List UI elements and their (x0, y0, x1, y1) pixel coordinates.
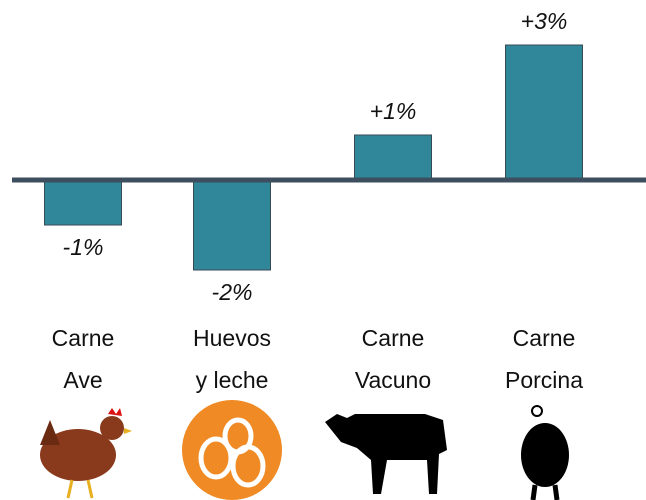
value-label: -1% (63, 234, 104, 260)
bar (193, 179, 271, 271)
bar (505, 44, 583, 181)
category-label: Carne Porcina (505, 325, 583, 393)
value-label: -2% (212, 279, 253, 305)
bar (354, 134, 432, 181)
icon-chicken (40, 408, 132, 499)
category-label: Huevos y leche (193, 325, 271, 393)
value-label: +1% (370, 98, 417, 124)
bar (44, 179, 122, 226)
value-label: +3% (521, 8, 568, 34)
icon-pig (521, 405, 569, 500)
category-label: Carne Vacuno (354, 325, 432, 393)
icon-cow (325, 414, 447, 494)
category-label: Carne Ave (51, 325, 115, 393)
icon-eggs (182, 400, 282, 500)
